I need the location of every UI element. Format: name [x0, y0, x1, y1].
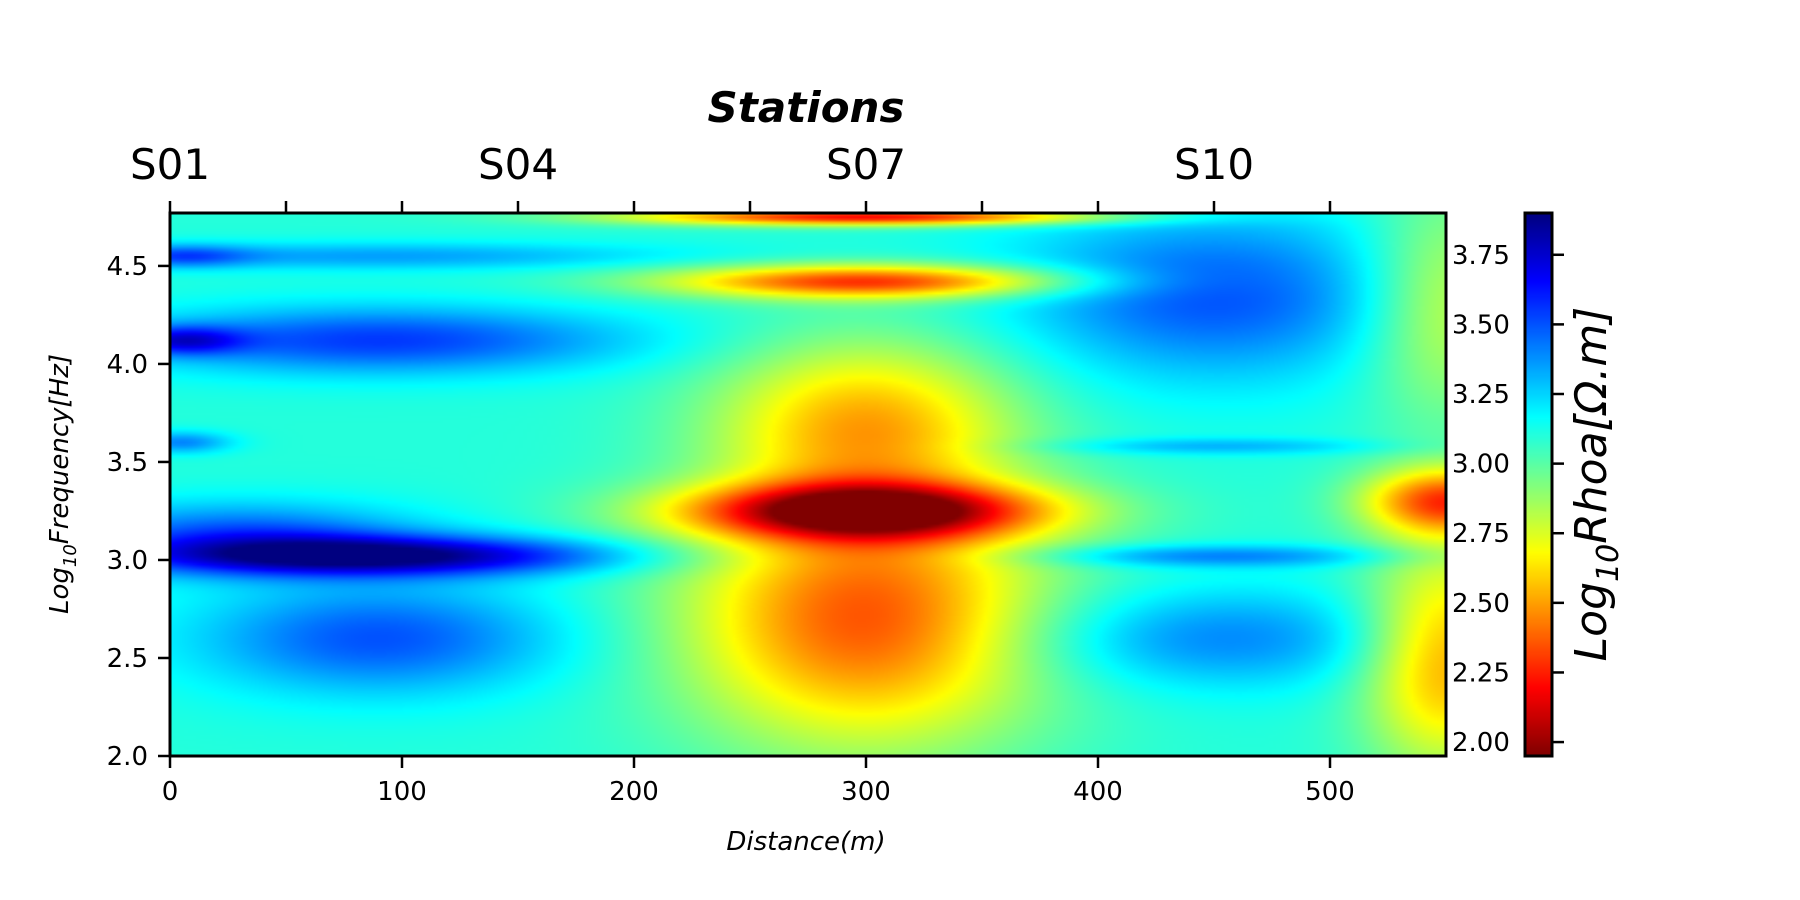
x-tick-label: 100 [377, 777, 427, 807]
y-axis-label-sub: 10 [60, 544, 81, 567]
heatmap-image [170, 213, 1446, 756]
colorbar-tick-label: 3.75 [1452, 241, 1510, 271]
colorbar-tick-label: 3.25 [1452, 380, 1510, 410]
colorbar-frame [1523, 211, 1554, 758]
colorbar-tick-label: 3.00 [1452, 450, 1510, 480]
colorbar-tick-label: 2.50 [1452, 589, 1510, 619]
plot-frame [168, 211, 1448, 758]
station-labels: S01 S04 S07 S10 [130, 140, 1254, 189]
y-tick-label: 2.5 [107, 644, 148, 674]
y-axis-label-base: Log [45, 567, 75, 614]
colorbar-tick-label: 2.75 [1452, 519, 1510, 549]
colorbar-label-sub: 10 [1591, 544, 1626, 582]
top-axis [168, 201, 1332, 213]
station-label: S01 [130, 140, 210, 189]
x-axis: 0 100 200 300 400 500 [162, 756, 1355, 807]
y-axis-label-rest: Frequency[Hz] [45, 354, 75, 544]
y-tick-label: 3.0 [107, 546, 148, 576]
x-tick-label: 400 [1073, 777, 1123, 807]
y-tick-label: 4.0 [107, 350, 148, 380]
chart-title: Stations [708, 83, 905, 132]
colorbar-tick-label: 2.00 [1452, 728, 1510, 758]
station-label: S10 [1174, 140, 1254, 189]
x-tick-label: 300 [841, 777, 891, 807]
y-tick-label: 3.5 [107, 448, 148, 478]
colorbar-label: Log10Rhoa[Ω.m] [1566, 307, 1626, 662]
station-label: S04 [478, 140, 558, 189]
colorbar-axis: 2.00 2.25 2.50 2.75 3.00 3.25 3.50 3.75 [1452, 241, 1564, 758]
colorbar-label-base: Log [1566, 582, 1617, 661]
y-tick-label: 2.0 [107, 742, 148, 772]
station-label: S07 [826, 140, 906, 189]
y-axis: 2.0 2.5 3.0 3.5 4.0 4.5 [107, 252, 170, 772]
y-axis-label: Log10Frequency[Hz] [45, 354, 81, 614]
x-axis-label: Distance(m) [726, 827, 885, 857]
colorbar-label-rest: Rhoa[Ω.m] [1566, 307, 1617, 544]
x-tick-label: 200 [609, 777, 659, 807]
colorbar-image [1525, 213, 1552, 756]
colorbar-tick-label: 2.25 [1452, 658, 1510, 688]
y-tick-label: 4.5 [107, 252, 148, 282]
colorbar-tick-label: 3.50 [1452, 310, 1510, 340]
x-tick-label: 0 [162, 777, 179, 807]
x-tick-label: 500 [1305, 777, 1355, 807]
